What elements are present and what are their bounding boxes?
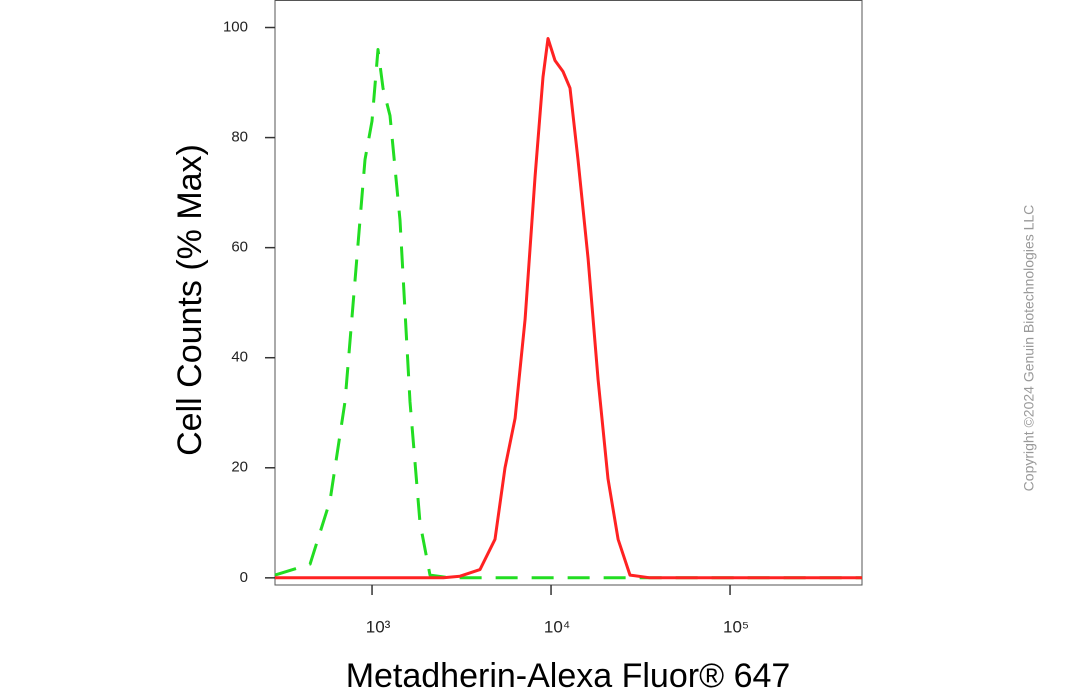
- series-line: [274, 48, 862, 580]
- x-tick-label: 10³: [366, 617, 391, 636]
- y-tick-label: 100: [223, 18, 248, 35]
- series-line: [275, 37, 862, 580]
- y-tick-label: 60: [231, 239, 248, 256]
- y-tick-label: 0: [240, 569, 248, 586]
- y-tick-label: 20: [231, 459, 248, 476]
- x-tick-label: 10⁴: [544, 617, 570, 636]
- y-tick-label: 80: [231, 129, 248, 146]
- watermark: Copyright ©2024 Genuin Biotechnologies L…: [1021, 205, 1037, 492]
- plot-frame: [274, 0, 863, 586]
- x-axis-label: Metadherin-Alexa Fluor® 647: [346, 657, 791, 695]
- y-tick-label: 40: [231, 349, 248, 366]
- x-tick-label: 10⁵: [723, 617, 749, 636]
- y-axis-label: Cell Counts (% Max): [171, 144, 209, 456]
